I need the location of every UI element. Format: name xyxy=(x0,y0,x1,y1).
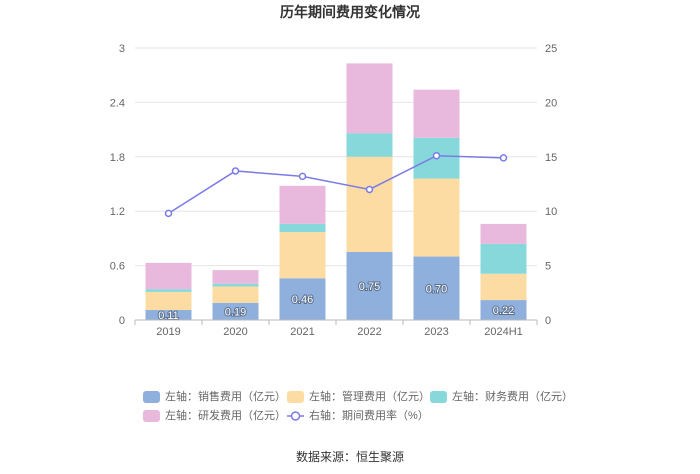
data-label-sales-2020: 0.19 xyxy=(225,306,246,318)
bar-sales-2024h1 xyxy=(480,300,527,320)
legend-swatch-finance xyxy=(430,391,447,403)
legend-swatch-rnd xyxy=(143,410,160,422)
line-point-expense-rate-2022 xyxy=(365,185,374,194)
bar-management-2024h1 xyxy=(480,273,527,301)
x-axis-category-label: 2019 xyxy=(156,326,180,338)
left-axis-tick-label: 1.8 xyxy=(110,152,125,164)
line-point-expense-rate-2019 xyxy=(164,209,173,218)
data-label-sales-2023: 0.70 xyxy=(426,283,447,295)
legend-line-circle-icon xyxy=(287,411,304,421)
bar-finance-2019 xyxy=(145,289,192,292)
line-point-expense-rate-2021 xyxy=(298,172,307,181)
right-axis-tick-label: 0 xyxy=(545,315,551,327)
bar-sales-2021 xyxy=(279,278,326,320)
bar-finance-2022 xyxy=(346,133,393,157)
legend-label-rnd: 左轴：研发费用（亿元） xyxy=(165,410,286,422)
legend-label-sales: 左轴：销售费用（亿元） xyxy=(165,391,286,403)
bar-management-2020 xyxy=(212,286,259,303)
left-axis-tick-label: 2.4 xyxy=(110,97,125,109)
bar-finance-2024h1 xyxy=(480,243,527,274)
legend-item-rnd[interactable]: 左轴：研发费用（亿元） xyxy=(143,409,286,423)
data-label-sales-2024h1: 0.22 xyxy=(493,305,514,317)
data-label-sales-2022: 0.75 xyxy=(359,281,380,293)
right-axis-tick-label: 25 xyxy=(545,43,557,55)
x-axis-category-label: 2024H1 xyxy=(484,326,523,338)
line-point-expense-rate-2023 xyxy=(432,151,441,160)
bar-management-2019 xyxy=(145,291,192,311)
right-axis-tick-label: 15 xyxy=(545,152,557,164)
bar-series-management xyxy=(145,156,527,311)
left-axis-tick-label: 3 xyxy=(119,43,125,55)
bar-rnd-2023 xyxy=(413,89,460,138)
legend-label-management: 左轴：管理费用（亿元） xyxy=(309,391,430,403)
bar-rnd-2019 xyxy=(145,262,192,290)
bar-sales-2020 xyxy=(212,302,259,320)
bar-finance-2021 xyxy=(279,223,326,233)
right-axis-tick-label: 20 xyxy=(545,97,557,109)
legend-item-expense-rate[interactable]: 右轴：期间费用率（%） xyxy=(287,409,429,423)
legend-swatch-sales xyxy=(143,391,160,403)
x-axis-category-label: 2022 xyxy=(357,326,381,338)
left-axis-tick-label: 1.2 xyxy=(110,206,125,218)
legend-line-marker xyxy=(290,411,301,421)
bar-management-2021 xyxy=(279,232,326,279)
bar-rnd-2021 xyxy=(279,185,326,224)
bar-rnd-2022 xyxy=(346,63,393,134)
chart-title: 历年期间费用变化情况 xyxy=(280,4,420,20)
legend-label-finance: 左轴：财务费用（亿元） xyxy=(452,391,573,403)
left-axis-tick-label: 0.6 xyxy=(110,261,125,273)
bar-sales-2023 xyxy=(413,256,460,320)
legend-item-finance[interactable]: 左轴：财务费用（亿元） xyxy=(430,390,573,404)
data-label-sales-2021: 0.46 xyxy=(292,294,313,306)
bar-series-rnd xyxy=(145,63,527,290)
legend-swatch-management xyxy=(287,391,304,403)
data-source-note: 数据来源：恒生聚源 xyxy=(295,450,404,464)
bar-rnd-2024h1 xyxy=(480,223,527,244)
bar-series-sales: 0.11 0.190.460.75 0.700.22 xyxy=(145,252,527,323)
right-axis-tick-label: 10 xyxy=(545,206,557,218)
line-point-expense-rate-2020 xyxy=(231,167,240,175)
x-axis-category-label: 2020 xyxy=(223,326,247,338)
line-series-expense-rate xyxy=(164,151,508,218)
bar-rnd-2020 xyxy=(212,270,259,284)
line-point-expense-rate-2024h1 xyxy=(499,154,508,162)
legend-item-sales[interactable]: 左轴：销售费用（亿元） xyxy=(143,390,286,404)
legend-item-management[interactable]: 左轴：管理费用（亿元） xyxy=(287,390,430,404)
left-axis-tick-label: 0 xyxy=(119,315,125,327)
legend-label-expense-rate: 右轴：期间费用率（%） xyxy=(309,410,429,422)
line-path-expense-rate xyxy=(168,154,504,215)
x-axis-category-label: 2021 xyxy=(290,326,314,338)
right-axis-tick-label: 5 xyxy=(545,261,551,273)
bar-management-2022 xyxy=(346,156,393,252)
bar-management-2023 xyxy=(413,178,460,257)
bar-series-finance xyxy=(145,133,527,292)
bar-sales-2022 xyxy=(346,252,393,320)
bar-sales-2019 xyxy=(145,310,192,320)
x-axis-category-label: 2023 xyxy=(424,326,448,338)
bar-finance-2020 xyxy=(212,283,259,287)
